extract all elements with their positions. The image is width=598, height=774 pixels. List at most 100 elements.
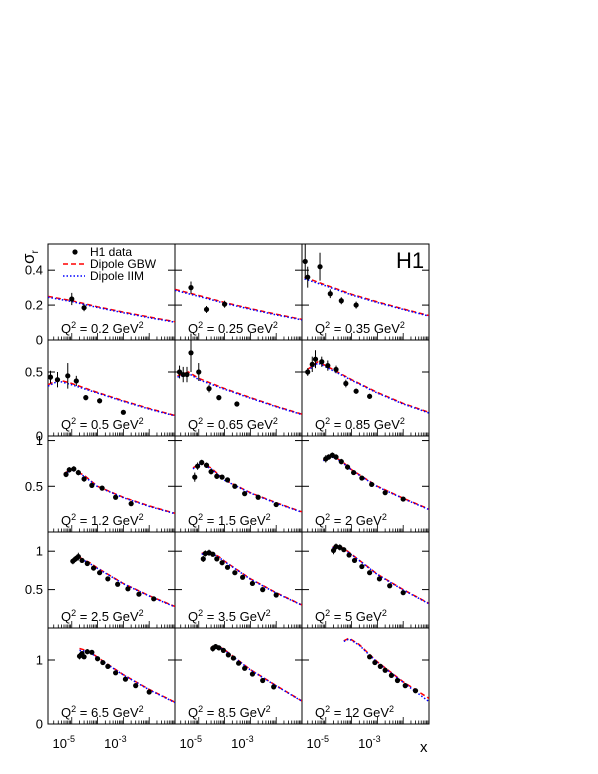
y-tick-label: 0 [36,717,43,732]
data-point [89,482,95,488]
legend-marker [72,249,78,255]
data-point [180,371,186,378]
data-point [341,547,347,553]
data-point [369,481,375,488]
data-point [249,671,256,677]
data-point [81,654,87,660]
panel-frame [301,627,430,725]
data-point [353,388,359,394]
data-point [273,501,279,508]
gbw-curve [307,360,429,414]
y-tick-label: 0.4 [25,263,43,278]
data-point [400,590,406,596]
data-point [151,596,157,602]
panel-label: Q2 = 12 GeV2 [315,704,394,720]
y-tick-label: 0.5 [25,582,43,597]
data-point [412,688,419,694]
data-point [333,454,339,460]
iim-curve [175,289,302,321]
data-point [188,285,194,291]
gbw-curve [177,371,302,415]
data-point [255,494,261,500]
data-point [260,677,266,684]
x-tick-label: 10-3 [104,734,126,751]
x-tick-label: 10-5 [180,734,202,751]
data-point [236,660,242,666]
gbw-curve [304,276,429,317]
data-point [84,560,90,567]
data-point [234,401,240,407]
data-point [94,656,101,662]
data-point [214,473,220,479]
panel-label: Q2 = 5 GeV2 [315,608,387,624]
data-point [337,544,343,550]
panel-label: Q2 = 2.5 GeV2 [61,608,144,624]
data-point [214,556,220,562]
data-point [65,373,71,379]
data-point [105,663,111,670]
data-point [115,581,121,587]
data-point [221,301,228,307]
y-tick-label: 0 [36,333,43,348]
data-point [260,587,266,593]
data-point [382,667,388,673]
data-point [75,553,81,560]
y-tick-label: 0.5 [25,479,43,494]
data-point [71,466,77,472]
y-tick-label: 0.2 [25,298,43,313]
data-point [216,645,222,651]
data-point [330,547,337,554]
data-point [113,494,119,500]
panel-label: Q2 = 2 GeV2 [315,512,387,528]
data-point [273,592,279,598]
x-tick-label: 10-3 [358,734,380,751]
data-point [372,659,378,666]
x-tick-label: 10-3 [231,734,253,751]
data-point [224,564,231,570]
data-point [54,377,61,383]
data-point [333,366,339,373]
x-tick-label: 10-5 [307,734,329,751]
legend-label: Dipole GBW [90,257,157,271]
data-point [338,298,344,304]
panel-label: Q2 = 1.2 GeV2 [61,512,144,528]
y-tick-label: 0.5 [25,365,43,380]
data-point [367,393,373,399]
panel-label: Q2 = 0.2 GeV2 [61,320,144,336]
data-point [302,258,308,265]
data-points [47,244,419,695]
data-point [84,649,90,655]
data-point [194,463,201,469]
data-point [377,663,383,670]
data-point [327,291,333,297]
data-point [206,386,212,392]
iim-curve [304,278,429,317]
data-point [188,350,194,356]
data-point [220,647,226,654]
data-point [271,684,277,690]
data-point [219,560,225,566]
y-tick-label: 1 [36,653,43,668]
data-point [83,395,89,401]
gbw-curve [210,644,302,702]
x-axis-title: x [420,739,428,756]
gbw-curve [79,647,175,703]
data-point [125,586,131,592]
y-tick-label: 0 [36,429,43,444]
data-point [351,557,358,564]
data-point [230,655,237,661]
panel-label: Q2 = 6.5 GeV2 [61,704,144,720]
data-point [400,496,406,502]
data-point [192,474,198,480]
panel-label: Q2 = 3.5 GeV2 [188,608,271,624]
panel-label: Q2 = 0.85 GeV2 [315,416,405,432]
y-axis-title: σr [19,250,41,265]
data-point [66,467,72,473]
gbw-curve [322,454,429,510]
data-point [89,649,95,655]
data-point [344,464,351,470]
iim-curve [322,455,429,511]
data-point [97,398,103,404]
data-point [353,302,359,308]
